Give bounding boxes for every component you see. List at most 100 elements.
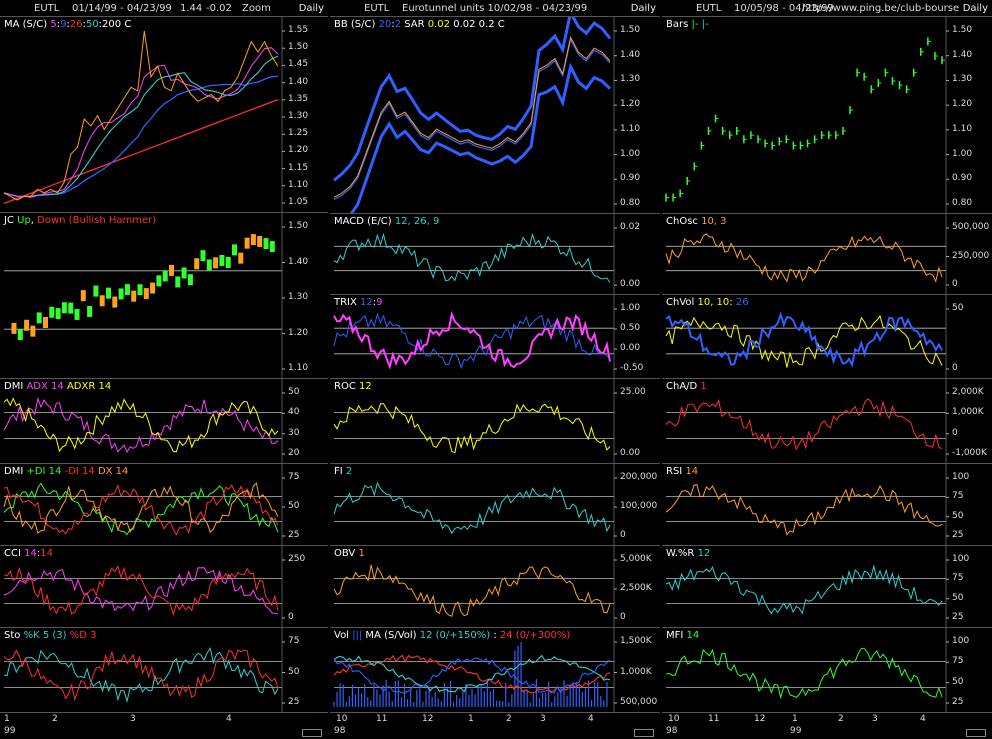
scroll-handle[interactable] [634,729,654,737]
indicator-line [3,483,279,536]
candle [99,295,105,307]
candle [219,254,225,266]
pane-plot [3,464,285,546]
pane-plot [3,379,285,464]
y-tick-label: 0.00 [620,343,641,353]
y-tick-label: 50 [952,592,964,603]
pane-label-part: SAR [401,19,428,30]
column-header: EUTL Eurotunnel units 10/02/98 - 04/23/99… [330,0,660,16]
x-tick-label: 12 [422,714,434,724]
scroll-handle[interactable] [966,729,986,737]
pane-label: DMI ADX 14 ADXR 14 [4,381,111,392]
pane-label-part: Bars [666,19,692,30]
y-tick-label: 1,000K [620,666,652,677]
scroll-handle[interactable] [302,729,322,737]
y-tick-label: 1.00 [620,303,641,313]
website-url: http://www.ping.be/club-bourse [802,3,960,14]
candle [11,322,17,334]
pane-label-part: 26 [735,297,749,308]
indicator-line [665,314,943,368]
y-tick-label: 250 [288,554,306,564]
indicator-pane-1: MA (S/C) 5:9:26:50:200 C 1.55 1.50 1.45 1.40… [0,16,328,213]
pane-plot [333,295,617,379]
candle [143,288,149,300]
pane-label-part: 2 [394,19,402,30]
pane-plot [665,379,949,464]
x-tick-label: 4 [920,714,926,724]
y-tick-label: 0 [288,612,294,622]
pane-label: DMI +DI 14 -DI 14 DX 14 [4,466,128,477]
pane-plot [333,17,617,214]
period-selector[interactable]: Daily [298,3,324,14]
candle [263,238,269,250]
indicator-pane-1: Bars |- |- 1.50 1.40 1.30 1.20 1.10 1.00 0.90 0.… [662,16,992,214]
y-tick-label: 0 [952,427,958,438]
pane-label-part: 12 (0/+150%) [419,630,491,641]
candle [137,284,143,296]
y-tick-label: 50 [952,676,964,687]
indicator-line [333,312,611,370]
pane-label: BB (S/C) 20:2 SAR 0.02 0.02 0.2 C [334,19,505,30]
y-tick-label: 0.00 [620,279,641,289]
pane-label-part: JC [4,215,18,226]
pane-plot [333,546,617,628]
y-tick-label: 50 [952,510,964,521]
pane-label-part: ROC [334,381,359,392]
indicator-line [3,482,279,534]
y-tick-label: 1,500K [620,636,652,646]
x-tick-label: 3 [872,714,878,724]
pane-label-part: TRIX [334,297,361,308]
y-tick-label: 1.35 [288,93,309,104]
pane-plot [665,214,949,295]
period-selector[interactable]: Daily [962,3,988,14]
candle [156,275,162,287]
pane-label-part: OBV [334,548,359,559]
pane-label-part: MACD (E/C) [334,216,395,227]
indicator-line [333,232,611,283]
volume-ma-line [333,657,611,694]
period-selector[interactable]: Daily [630,3,656,14]
candle [61,302,67,314]
pane-label-part: 1 [358,548,365,559]
y-tick-label: 1.50 [952,25,973,35]
pane-label: Vol ||| MA (S/Vol) 12 (0/+150%) : 24 (0/… [334,630,570,641]
x-tick-label: 2 [506,714,512,724]
y-tick-label: 1.00 [620,148,641,159]
pane-label-part: 14 [40,548,53,559]
y-tick-label: 0.80 [952,198,973,208]
indicator-pane-1: BB (S/C) 20:2 SAR 0.02 0.02 0.2 C 1.50 1.4… [330,16,660,214]
indicator-pane-2: MACD (E/C) 12, 26, 9 0.02 0.00 [330,213,660,295]
pane-plot [665,295,949,379]
y-tick-label: 1.05 [288,197,309,207]
pane-label-part: 12, 26, 9 [394,216,440,227]
indicator-line [665,397,943,451]
pane-label-part: ChOsc [666,216,702,227]
x-year-label: 99 [4,726,16,736]
indicator-pane-4: ChA/D 1 2,000K 1,000K 0 -1,000K [662,378,992,464]
candle [187,274,193,286]
pane-label: RSI 14 [666,466,698,477]
x-axis: 1 2 3 4 99 [0,712,328,739]
pane-label-part: 14 [24,548,37,559]
pane-plot [3,628,285,713]
pane-plot [665,546,949,628]
y-tick-label: 0 [952,363,958,373]
pane-label: MFI 14 [666,630,699,641]
pane-label: FI 2 [334,466,352,477]
zoom-button[interactable]: Zoom [242,3,271,14]
pane-label: CCI 14:14 [4,548,53,559]
pane-label-part: 0.02 0.2 [450,19,495,30]
candle [244,237,250,249]
ma-9-line [3,47,279,198]
pane-label-part: ||| [352,630,363,641]
x-tick-label: 1 [468,714,474,724]
y-tick-label: 75 [952,573,964,584]
candle [225,256,231,268]
pane-label-part: : [372,297,377,308]
pane-plot [665,17,949,214]
candle [74,308,80,320]
indicator-pane-7: Vol ||| MA (S/Vol) 12 (0/+150%) : 24 (0/… [330,627,660,713]
pane-label-part: MFI [666,630,687,641]
y-tick-label: 25.00 [620,387,646,397]
pane-label-part: 14 [685,466,699,477]
